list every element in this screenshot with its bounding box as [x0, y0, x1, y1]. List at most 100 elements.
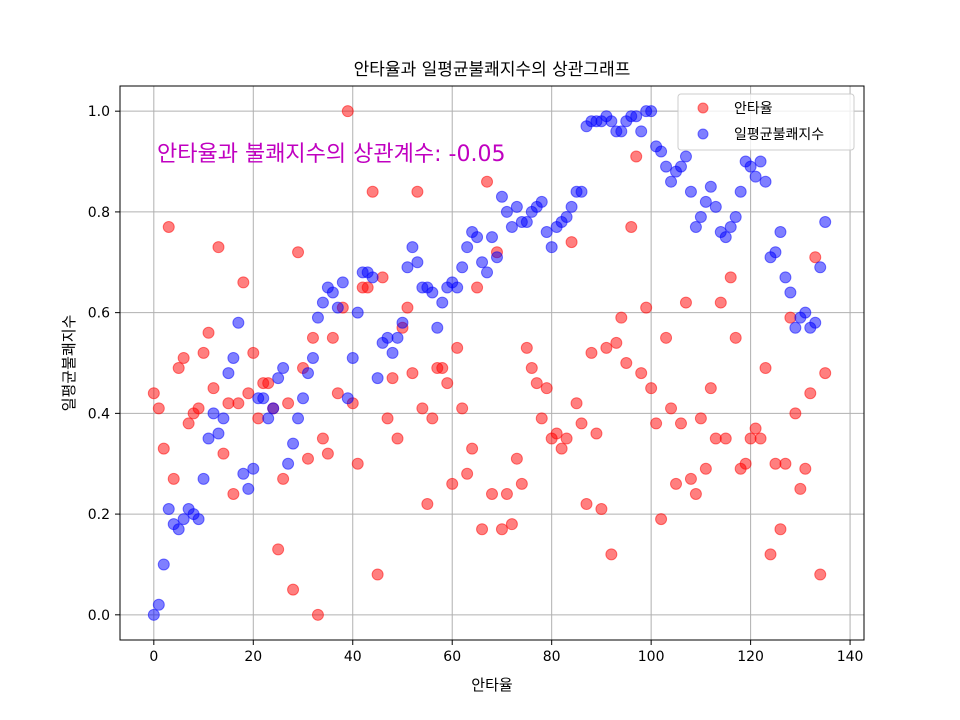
hit-rate-point [351, 457, 364, 470]
discomfort-index-point [451, 281, 464, 294]
discomfort-index-point [346, 351, 359, 364]
hit-rate-point [247, 346, 260, 359]
hit-rate-point [615, 311, 628, 324]
hit-rate-point [277, 472, 290, 485]
discomfort-index-point [411, 256, 424, 269]
hit-rate-point [476, 523, 489, 536]
hit-rate-point [674, 417, 687, 430]
discomfort-index-point [386, 346, 399, 359]
hit-rate-point [197, 346, 210, 359]
hit-rate-point [282, 397, 295, 410]
legend-box [677, 93, 855, 151]
hit-rate-point [704, 382, 717, 395]
discomfort-index-point [341, 392, 354, 405]
hit-rate-point [421, 498, 434, 511]
discomfort-index-point [709, 200, 722, 213]
discomfort-index-point [729, 210, 742, 223]
discomfort-index-point [197, 472, 210, 485]
hit-rate-point [436, 362, 449, 375]
hit-rate-point [515, 477, 528, 490]
hit-rate-point [769, 457, 782, 470]
y-tick-label: 1.0 [88, 104, 110, 120]
y-tick-label: 0.0 [88, 608, 110, 624]
hit-rate-point [172, 362, 185, 375]
discomfort-index-point [431, 321, 444, 334]
discomfort-index-point [152, 598, 165, 611]
hit-rate-point [754, 432, 767, 445]
discomfort-index-point [694, 210, 707, 223]
x-tick-label: 120 [737, 649, 764, 665]
discomfort-index-point [520, 215, 533, 228]
hit-rate-point [610, 336, 623, 349]
hit-rate-point [699, 462, 712, 475]
hit-rate-point [789, 407, 802, 420]
discomfort-index-point [734, 185, 747, 198]
hit-rate-point [505, 518, 518, 531]
hit-rate-point [689, 487, 702, 500]
discomfort-index-point [655, 145, 668, 158]
hit-rate-point [391, 432, 404, 445]
discomfort-index-point [287, 437, 300, 450]
discomfort-index-point [297, 392, 310, 405]
hit-rate-point [321, 447, 334, 460]
discomfort-index-point [401, 261, 414, 274]
hit-rate-point [152, 402, 165, 415]
hit-rate-point [217, 447, 230, 460]
discomfort-index-point [406, 241, 419, 254]
hit-rate-point [525, 362, 538, 375]
discomfort-index-point [754, 155, 767, 168]
legend-marker-hit-rate [697, 102, 709, 114]
x-axis-label: 안타율 [471, 676, 512, 694]
hit-rate-point [311, 608, 324, 621]
legend-marker-discomfort-index [697, 128, 709, 140]
hit-rate-point [466, 442, 479, 455]
hit-rate-point [739, 457, 752, 470]
hit-rate-point [486, 487, 498, 500]
discomfort-index-point [575, 185, 588, 198]
discomfort-index-point [177, 513, 190, 526]
discomfort-index-point [391, 331, 404, 344]
discomfort-index-point [486, 231, 498, 244]
hit-rate-point [779, 457, 792, 470]
hit-rate-point [331, 387, 344, 400]
hit-rate-point [580, 498, 593, 511]
discomfort-index-point [272, 372, 285, 385]
hit-rate-point [679, 296, 692, 309]
hit-rate-point [341, 105, 354, 118]
discomfort-index-point [202, 432, 215, 445]
discomfort-index-point [257, 392, 270, 405]
discomfort-index-point [351, 306, 364, 319]
hit-rate-point [799, 462, 812, 475]
hit-rate-point [555, 442, 568, 455]
discomfort-index-point [635, 125, 648, 138]
plot-frame [119, 85, 865, 641]
hit-rate-point [814, 568, 827, 581]
hit-rate-point [595, 503, 608, 516]
hit-rate-point [292, 246, 305, 259]
discomfort-index-point [301, 367, 314, 380]
hit-rate-point [495, 523, 508, 536]
discomfort-index-point [704, 180, 717, 193]
discomfort-index-point [461, 241, 474, 254]
discomfort-index-point [789, 321, 802, 334]
discomfort-index-point [809, 316, 822, 329]
hit-rate-point [709, 432, 722, 445]
hit-rate-point [371, 568, 384, 581]
discomfort-index-point [147, 608, 160, 621]
hit-rate-point [242, 387, 255, 400]
legend-label-discomfort-index: 일평균불쾌지수 [734, 127, 824, 143]
discomfort-index-point [500, 205, 513, 218]
discomfort-index-point [724, 221, 737, 234]
hit-rate-point [287, 583, 300, 596]
discomfort-index-point [381, 331, 394, 344]
x-tick-label: 0 [149, 649, 158, 665]
hit-rate-point [162, 221, 175, 234]
discomfort-index-point [545, 241, 558, 254]
hit-rate-point [237, 276, 250, 289]
hit-rate-point [202, 326, 215, 339]
hit-rate-point [550, 427, 563, 440]
hit-rate-point [650, 417, 663, 430]
discomfort-index-point [819, 215, 832, 228]
hit-rate-point [540, 382, 553, 395]
